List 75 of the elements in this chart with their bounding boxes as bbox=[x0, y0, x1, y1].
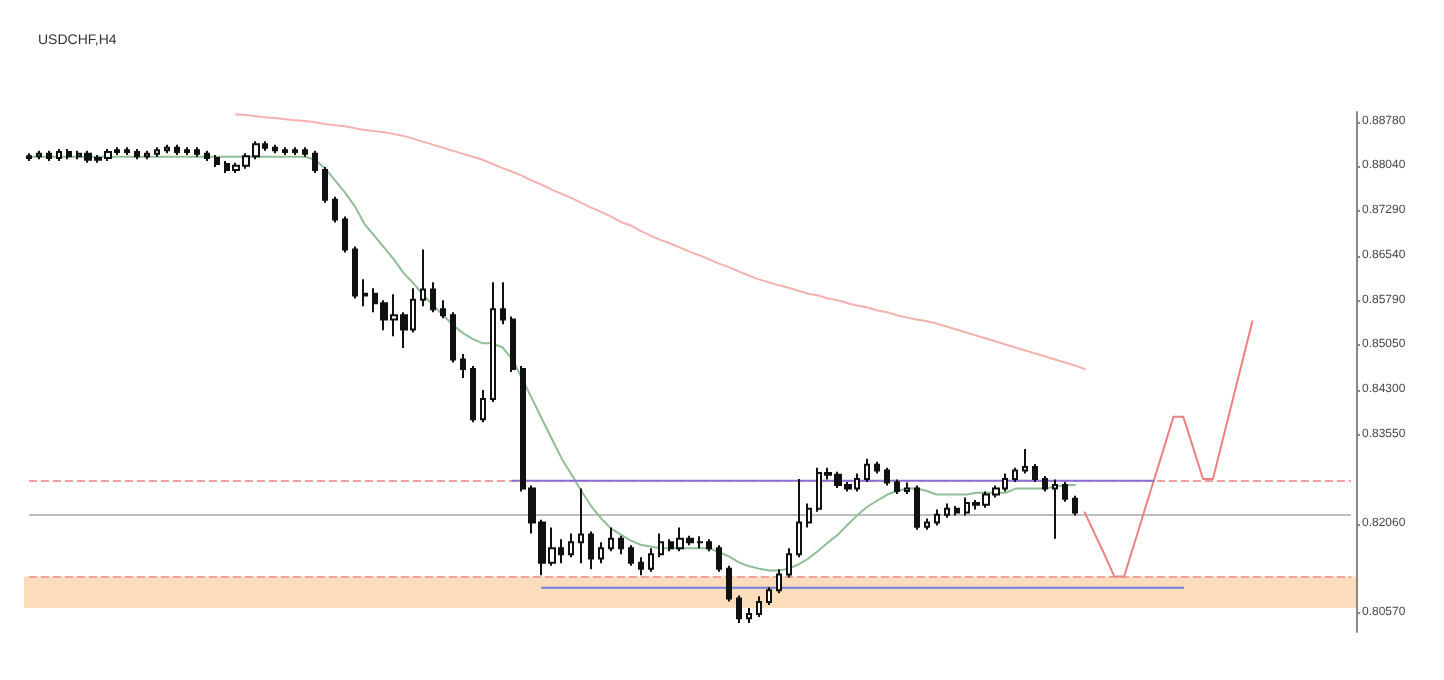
candlestick bbox=[726, 564, 732, 603]
candlestick bbox=[1052, 478, 1058, 540]
candlestick bbox=[292, 146, 298, 157]
candlestick bbox=[884, 466, 890, 487]
candlestick bbox=[352, 245, 358, 300]
candlestick bbox=[628, 544, 634, 567]
candlestick bbox=[1032, 463, 1038, 483]
candlestick bbox=[658, 532, 664, 559]
candlestick bbox=[134, 148, 140, 161]
candlestick bbox=[756, 595, 762, 619]
candlestick bbox=[56, 148, 62, 163]
candlestick bbox=[194, 146, 200, 158]
candlestick bbox=[144, 149, 150, 161]
candlestick bbox=[746, 607, 752, 625]
candlestick bbox=[420, 248, 426, 308]
candlestick bbox=[440, 299, 446, 320]
candlestick bbox=[736, 594, 742, 625]
candlestick bbox=[1062, 480, 1068, 503]
candlestick bbox=[1072, 494, 1078, 517]
candlestick bbox=[864, 457, 870, 483]
candlestick bbox=[716, 544, 722, 573]
candlestick bbox=[954, 504, 960, 517]
candlestick bbox=[66, 148, 72, 161]
candlestick bbox=[638, 556, 644, 577]
candlestick bbox=[608, 526, 614, 553]
candlestick bbox=[450, 311, 456, 364]
candlestick bbox=[924, 517, 930, 531]
candlestick bbox=[1022, 448, 1028, 475]
candlestick bbox=[578, 487, 584, 565]
candlestick bbox=[26, 152, 32, 163]
candlestick bbox=[430, 281, 436, 314]
candlestick bbox=[204, 149, 210, 163]
line-series bbox=[235, 113, 1086, 371]
candlestick bbox=[342, 215, 348, 254]
candlestick bbox=[618, 534, 624, 556]
candlestick bbox=[490, 281, 496, 403]
candlestick bbox=[934, 508, 940, 527]
candlestick bbox=[796, 477, 802, 559]
candlestick bbox=[776, 568, 782, 595]
candlestick bbox=[184, 146, 190, 157]
candlestick bbox=[312, 149, 318, 174]
candlestick bbox=[332, 195, 338, 224]
candlestick bbox=[598, 541, 604, 565]
line-series bbox=[27, 155, 1076, 572]
candlestick bbox=[568, 532, 574, 559]
candlestick bbox=[786, 547, 792, 579]
candlestick bbox=[322, 165, 328, 204]
candlestick bbox=[282, 146, 288, 157]
candlestick bbox=[124, 146, 130, 157]
candlestick bbox=[460, 353, 466, 379]
candlestick bbox=[154, 146, 160, 158]
candlestick bbox=[510, 315, 516, 373]
candlestick bbox=[36, 149, 42, 161]
candlestick bbox=[894, 478, 900, 495]
candlestick bbox=[272, 143, 278, 155]
candlestick bbox=[1012, 466, 1018, 483]
candlestick bbox=[806, 502, 812, 529]
candlestick bbox=[470, 365, 476, 424]
candlestick bbox=[500, 281, 506, 326]
candlestick bbox=[874, 460, 880, 475]
candlestick bbox=[46, 149, 52, 163]
line-series bbox=[1083, 320, 1254, 578]
candlestick bbox=[944, 502, 950, 519]
candlestick bbox=[766, 586, 772, 607]
candlestick bbox=[302, 146, 308, 158]
candlestick bbox=[588, 530, 594, 571]
candlestick bbox=[214, 154, 220, 168]
candlestick bbox=[914, 484, 920, 531]
candlestick bbox=[164, 143, 170, 155]
candlestick bbox=[174, 143, 180, 157]
candlestick bbox=[648, 547, 654, 573]
candlestick bbox=[1042, 475, 1048, 493]
candlestick bbox=[904, 481, 910, 495]
candlestick bbox=[362, 278, 368, 308]
candlestick bbox=[480, 388, 486, 424]
